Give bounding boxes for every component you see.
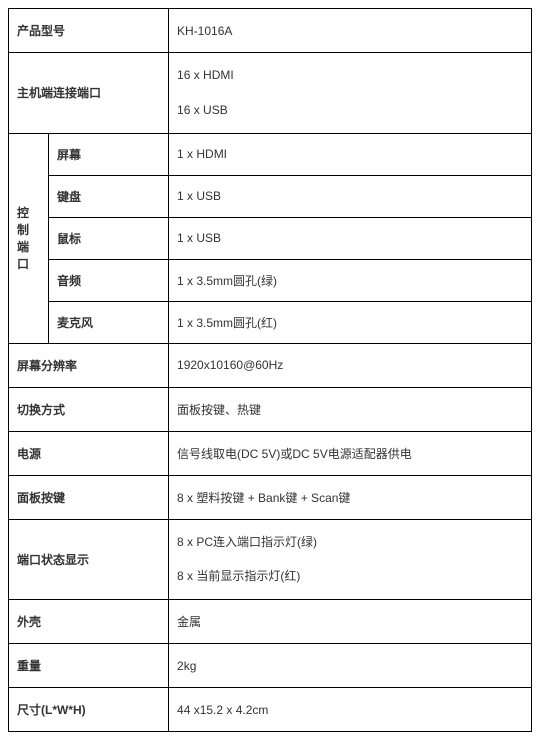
host-ports-line2: 16 x USB — [177, 102, 523, 119]
status-line2: 8 x 当前显示指示灯(红) — [177, 568, 523, 585]
host-ports-value: 16 x HDMI 16 x USB — [169, 53, 532, 134]
table-row: 音频 1 x 3.5mm圆孔(绿) — [9, 259, 532, 301]
ctrl-audio-value: 1 x 3.5mm圆孔(绿) — [169, 259, 532, 301]
table-row: 尺寸(L*W*H) 44 x15.2 x 4.2cm — [9, 688, 532, 732]
resolution-label: 屏幕分辨率 — [9, 343, 169, 387]
panel-value: 8 x 塑料按键 + Bank键 + Scan键 — [169, 475, 532, 519]
status-line1: 8 x PC连入端口指示灯(绿) — [177, 534, 523, 551]
ctrl-keyboard-value: 1 x USB — [169, 175, 532, 217]
case-label: 外壳 — [9, 600, 169, 644]
ctrl-mic-value: 1 x 3.5mm圆孔(红) — [169, 301, 532, 343]
table-row: 控制端口 屏幕 1 x HDMI — [9, 133, 532, 175]
switch-label: 切换方式 — [9, 387, 169, 431]
table-row: 面板按键 8 x 塑料按键 + Bank键 + Scan键 — [9, 475, 532, 519]
table-row: 主机端连接端口 16 x HDMI 16 x USB — [9, 53, 532, 134]
weight-value: 2kg — [169, 644, 532, 688]
size-value: 44 x15.2 x 4.2cm — [169, 688, 532, 732]
panel-label: 面板按键 — [9, 475, 169, 519]
model-label: 产品型号 — [9, 9, 169, 53]
table-row: 电源 信号线取电(DC 5V)或DC 5V电源适配器供电 — [9, 431, 532, 475]
table-row: 切换方式 面板按键、热键 — [9, 387, 532, 431]
ctrl-mic-label: 麦克风 — [49, 301, 169, 343]
table-row: 重量 2kg — [9, 644, 532, 688]
ctrl-screen-value: 1 x HDMI — [169, 133, 532, 175]
case-value: 金属 — [169, 600, 532, 644]
ctrl-screen-label: 屏幕 — [49, 133, 169, 175]
power-value: 信号线取电(DC 5V)或DC 5V电源适配器供电 — [169, 431, 532, 475]
weight-label: 重量 — [9, 644, 169, 688]
control-group-label: 控制端口 — [9, 133, 49, 343]
resolution-value: 1920x10160@60Hz — [169, 343, 532, 387]
table-row: 麦克风 1 x 3.5mm圆孔(红) — [9, 301, 532, 343]
table-row: 端口状态显示 8 x PC连入端口指示灯(绿) 8 x 当前显示指示灯(红) — [9, 519, 532, 600]
host-ports-label: 主机端连接端口 — [9, 53, 169, 134]
power-label: 电源 — [9, 431, 169, 475]
table-row: 键盘 1 x USB — [9, 175, 532, 217]
spec-table: 产品型号 KH-1016A 主机端连接端口 16 x HDMI 16 x USB… — [8, 8, 532, 732]
table-row: 鼠标 1 x USB — [9, 217, 532, 259]
ctrl-mouse-label: 鼠标 — [49, 217, 169, 259]
ctrl-audio-label: 音频 — [49, 259, 169, 301]
status-value: 8 x PC连入端口指示灯(绿) 8 x 当前显示指示灯(红) — [169, 519, 532, 600]
table-row: 屏幕分辨率 1920x10160@60Hz — [9, 343, 532, 387]
size-label: 尺寸(L*W*H) — [9, 688, 169, 732]
host-ports-line1: 16 x HDMI — [177, 67, 523, 84]
model-value: KH-1016A — [169, 9, 532, 53]
ctrl-mouse-value: 1 x USB — [169, 217, 532, 259]
ctrl-keyboard-label: 键盘 — [49, 175, 169, 217]
table-row: 产品型号 KH-1016A — [9, 9, 532, 53]
table-row: 外壳 金属 — [9, 600, 532, 644]
status-label: 端口状态显示 — [9, 519, 169, 600]
switch-value: 面板按键、热键 — [169, 387, 532, 431]
